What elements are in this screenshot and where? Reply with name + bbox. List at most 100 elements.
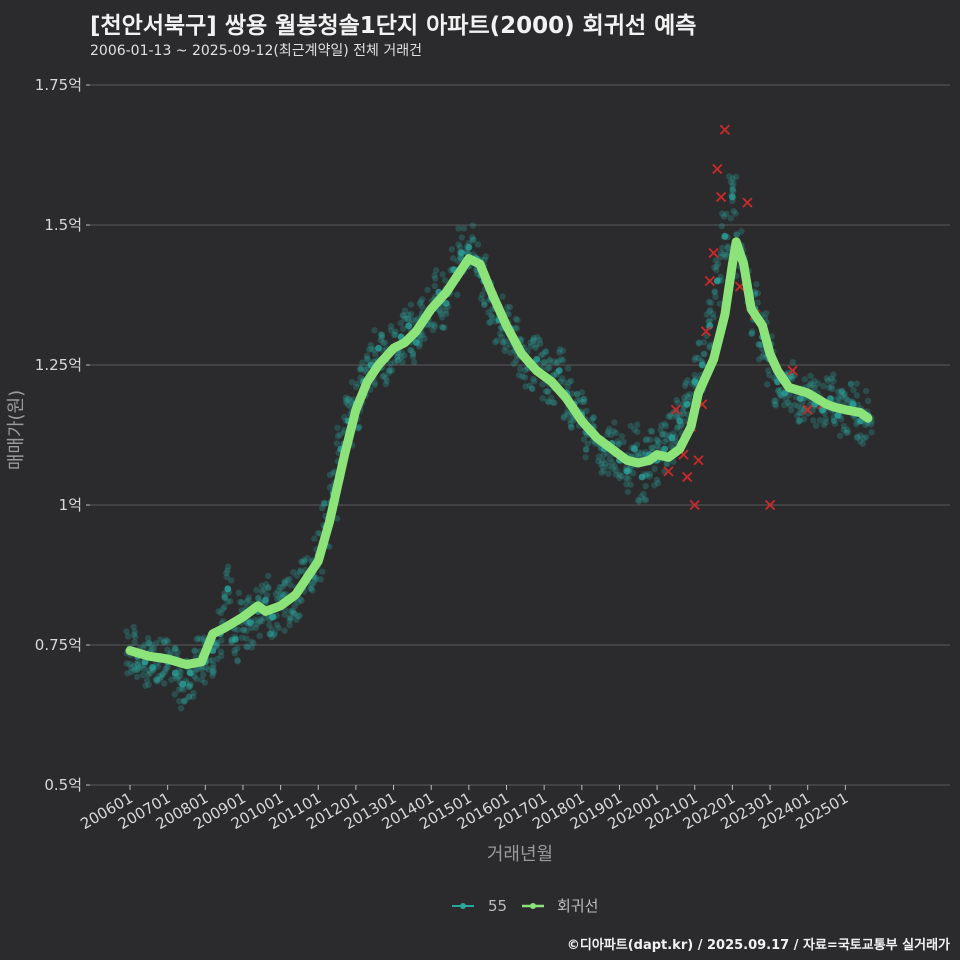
data-point-halo (237, 598, 244, 606)
data-point-halo (653, 442, 661, 449)
data-point-halo (161, 638, 168, 645)
footer-credit: ©디아파트(dapt.kr) / 2025.09.17 / 자료=국토교통부 실… (566, 938, 950, 953)
data-point-halo (646, 470, 654, 477)
data-point-halo (186, 683, 193, 691)
data-point-halo (844, 429, 852, 436)
data-point-halo (124, 670, 131, 677)
legend: 55 회귀선 (452, 897, 598, 915)
data-point-halo (700, 339, 708, 346)
data-point-halo (722, 253, 729, 261)
data-point-halo (295, 613, 302, 620)
data-point-halo (541, 358, 548, 366)
data-point-halo (311, 535, 318, 542)
data-point-halo (824, 377, 831, 384)
data-point-halo (556, 346, 564, 353)
data-point-halo (859, 440, 867, 447)
data-point-halo (298, 558, 305, 565)
data-point-halo (266, 630, 274, 637)
data-point-halo (820, 421, 828, 429)
data-point-halo (700, 351, 708, 358)
data-point-halo (635, 496, 642, 504)
data-point-halo (711, 288, 718, 295)
data-point-halo (720, 213, 728, 220)
data-point-halo (618, 472, 625, 480)
data-point-halo (458, 234, 465, 241)
data-point-halo (160, 639, 168, 646)
data-point-halo (253, 620, 261, 628)
data-point-halo (139, 671, 147, 679)
data-point-halo (531, 377, 538, 385)
data-point-halo (180, 686, 187, 693)
data-point-halo (394, 353, 401, 360)
data-point-halo (156, 672, 163, 680)
data-point-halo (749, 328, 756, 335)
data-point-halo (530, 336, 537, 344)
legend-label-points: 55 (488, 897, 507, 915)
data-point-halo (409, 349, 417, 356)
data-point-halo (171, 646, 179, 653)
data-point-halo (643, 471, 651, 478)
data-point-halo (502, 344, 509, 351)
data-point-halo (223, 573, 230, 581)
data-point-halo (729, 175, 736, 182)
data-point-halo (377, 336, 384, 344)
data-point-halo (610, 427, 617, 435)
data-point-halo (142, 682, 149, 689)
data-point-halo (428, 321, 435, 329)
data-point-halo (723, 210, 730, 218)
data-point-halo (213, 643, 220, 650)
data-point-halo (234, 626, 241, 633)
data-point-halo (537, 352, 545, 359)
data-point-halo (843, 429, 850, 436)
data-point-halo (667, 443, 674, 450)
data-point-halo (641, 496, 648, 503)
data-point-halo (706, 308, 713, 315)
data-point-halo (718, 222, 726, 230)
data-point-halo (190, 689, 197, 697)
data-point-halo (772, 397, 779, 404)
data-point-halo (274, 595, 281, 603)
data-point-halo (418, 296, 426, 303)
data-point-halo (256, 618, 263, 625)
data-point-halo (729, 182, 736, 190)
data-point-halo (634, 428, 641, 436)
data-point-halo (537, 340, 544, 347)
data-point-halo (405, 315, 412, 322)
data-point-halo (234, 657, 241, 664)
data-point-halo (658, 431, 666, 438)
data-point-halo (363, 352, 371, 360)
data-point-halo (831, 420, 839, 427)
data-point-halo (759, 353, 766, 360)
data-point-halo (600, 451, 607, 458)
data-point-halo (291, 610, 299, 618)
data-point-halo (154, 663, 162, 670)
data-point-halo (755, 341, 762, 348)
data-point-halo (455, 225, 462, 232)
legend-label-regression: 회귀선 (557, 897, 598, 915)
data-point-halo (318, 568, 326, 575)
data-point-halo (441, 277, 449, 284)
data-point-halo (553, 359, 560, 367)
data-point-halo (515, 372, 523, 379)
data-point-halo (243, 635, 250, 642)
data-point-halo (128, 664, 135, 672)
data-point-halo (334, 424, 341, 431)
data-point-halo (724, 244, 731, 252)
data-point-halo (171, 645, 179, 652)
data-point-halo (643, 436, 651, 443)
data-point-halo (854, 433, 861, 440)
data-point-halo (717, 249, 725, 257)
data-point-halo (847, 381, 855, 388)
data-point-halo (457, 254, 465, 262)
data-point-halo (221, 594, 229, 601)
data-point-halo (291, 602, 299, 610)
data-point-halo (320, 500, 328, 508)
data-point-halo (405, 311, 412, 318)
data-point-halo (401, 307, 409, 314)
data-point-halo (527, 339, 534, 346)
data-point-halo (606, 425, 613, 433)
data-point-halo (521, 367, 529, 374)
data-point-halo (642, 483, 649, 490)
legend-regression-swatch (530, 903, 536, 909)
data-point-halo (308, 581, 315, 588)
